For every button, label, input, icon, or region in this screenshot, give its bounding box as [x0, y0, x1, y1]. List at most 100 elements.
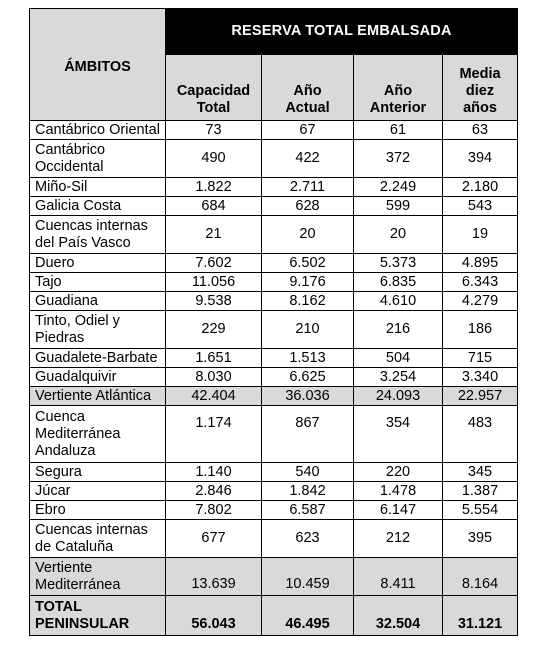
row-label-line: de Cataluña	[35, 538, 114, 555]
value-cell: 9.176	[261, 272, 354, 292]
value-cell: 9.538	[165, 291, 262, 311]
row-label: Cantábrico Oriental	[29, 120, 166, 140]
value-cell: 56.043	[165, 595, 262, 636]
value-cell: 46.495	[261, 595, 354, 636]
value-cell: 483	[442, 405, 518, 463]
value-cell: 24.093	[353, 386, 443, 406]
value-cell: 715	[442, 348, 518, 368]
value-cell: 42.404	[165, 386, 262, 406]
row-label-line: PENINSULAR	[35, 615, 130, 632]
value-cell: 1.513	[261, 348, 354, 368]
value-cell: 13.639	[165, 557, 262, 596]
row-label: Tajo	[29, 272, 166, 292]
value-cell: 2.711	[261, 177, 354, 197]
row-label: Vertiente Atlántica	[29, 386, 166, 406]
table-row: Tinto, Odiel y Piedras 229 210 216 186	[29, 310, 518, 349]
value-cell: 354	[353, 405, 443, 463]
value-cell: 3.340	[442, 367, 518, 387]
row-label: Galicia Costa	[29, 196, 166, 216]
value-cell: 490	[165, 139, 262, 178]
table-row: Duero 7.602 6.502 5.373 4.895	[29, 253, 518, 273]
row-label: Ebro	[29, 500, 166, 520]
value-cell: 8.162	[261, 291, 354, 311]
row-label-line: Mediterránea	[35, 576, 121, 593]
value-cell: 2.180	[442, 177, 518, 197]
row-label-line: Guadalquivir	[35, 368, 117, 385]
value-cell: 1.174	[165, 405, 262, 463]
row-label: TOTAL PENINSULAR	[29, 595, 166, 636]
value-cell: 212	[353, 519, 443, 558]
value-cell: 4.895	[442, 253, 518, 273]
value-cell: 628	[261, 196, 354, 216]
table-row: Cantábrico Occidental 490 422 372 394	[29, 139, 518, 178]
value-cell: 1.478	[353, 481, 443, 501]
column-header-line: años	[463, 100, 497, 116]
value-cell: 220	[353, 462, 443, 482]
row-label-line: Cantábrico Oriental	[35, 121, 160, 138]
value-cell: 20	[261, 215, 354, 254]
row-label-line: Occidental	[35, 158, 104, 175]
value-cell: 540	[261, 462, 354, 482]
value-cell: 6.343	[442, 272, 518, 292]
row-label-line: Júcar	[35, 482, 71, 499]
value-cell: 345	[442, 462, 518, 482]
row-label: Segura	[29, 462, 166, 482]
value-cell: 11.056	[165, 272, 262, 292]
table-row: Cantábrico Oriental 73 67 61 63	[29, 120, 518, 140]
table-row: Cuenca Mediterránea Andaluza 1.174 867 354 483	[29, 405, 518, 463]
row-label: Miño-Sil	[29, 177, 166, 197]
table-row: Cuencas internas del País Vasco 21 20 20 19	[29, 215, 518, 254]
row-label-line: Cantábrico	[35, 141, 106, 158]
value-cell: 7.602	[165, 253, 262, 273]
table-row: Júcar 2.846 1.842 1.478 1.387	[29, 481, 518, 501]
value-cell: 2.846	[165, 481, 262, 501]
value-cell: 22.957	[442, 386, 518, 406]
row-label-line: Guadalete-Barbate	[35, 349, 158, 366]
value-cell: 1.842	[261, 481, 354, 501]
column-header-line: Capacidad	[176, 83, 251, 99]
value-cell: 8.030	[165, 367, 262, 387]
value-cell: 67	[261, 120, 354, 140]
table-row: TOTAL PENINSULAR 56.043 46.495 32.504 31.121	[29, 595, 518, 636]
row-label: Tinto, Odiel y Piedras	[29, 310, 166, 349]
value-cell: 1.822	[165, 177, 262, 197]
column-header: Media diez años	[442, 54, 518, 121]
table-row: Galicia Costa 684 628 599 543	[29, 196, 518, 216]
value-cell: 372	[353, 139, 443, 178]
value-cell: 6.502	[261, 253, 354, 273]
value-cell: 8.164	[442, 557, 518, 596]
table-row: Guadalete-Barbate 1.651 1.513 504 715	[29, 348, 518, 368]
value-cell: 20	[353, 215, 443, 254]
table-row: Segura 1.140 540 220 345	[29, 462, 518, 482]
row-label-line: Vertiente	[35, 559, 93, 576]
column-header-line: Anterior	[369, 100, 427, 116]
row-label: Júcar	[29, 481, 166, 501]
column-header-line: Actual	[285, 100, 330, 116]
value-cell: 63	[442, 120, 518, 140]
row-label: Cuencas internas del País Vasco	[29, 215, 166, 254]
table-row: Vertiente Atlántica 42.404 36.036 24.093 22.…	[29, 386, 518, 406]
row-label: Cuenca Mediterránea Andaluza	[29, 405, 166, 463]
value-cell: 61	[353, 120, 443, 140]
row-label-line: Ebro	[35, 501, 66, 518]
column-header: Año Actual	[261, 54, 354, 121]
table-row: Guadalquivir 8.030 6.625 3.254 3.340	[29, 367, 518, 387]
header-group-title: RESERVA TOTAL EMBALSADA	[165, 8, 518, 55]
row-label: Duero	[29, 253, 166, 273]
value-cell: 623	[261, 519, 354, 558]
row-label: Cuencas internas de Cataluña	[29, 519, 166, 558]
value-cell: 5.373	[353, 253, 443, 273]
value-cell: 19	[442, 215, 518, 254]
row-label-line: Andaluza	[35, 442, 96, 459]
value-cell: 8.411	[353, 557, 443, 596]
value-cell: 867	[261, 405, 354, 463]
row-label-line: Tinto, Odiel y	[35, 312, 120, 329]
reservoir-table: ÁMBITOS RESERVA TOTAL EMBALSADA Capacida…	[29, 8, 518, 636]
table-row: Miño-Sil 1.822 2.711 2.249 2.180	[29, 177, 518, 197]
row-label: Cantábrico Occidental	[29, 139, 166, 178]
value-cell: 4.610	[353, 291, 443, 311]
table-body: Cantábrico Oriental 73 67 61 63 Cantábrico Occ…	[29, 120, 518, 636]
value-cell: 31.121	[442, 595, 518, 636]
table-row: Cuencas internas de Cataluña 677 623 212 395	[29, 519, 518, 558]
value-cell: 21	[165, 215, 262, 254]
